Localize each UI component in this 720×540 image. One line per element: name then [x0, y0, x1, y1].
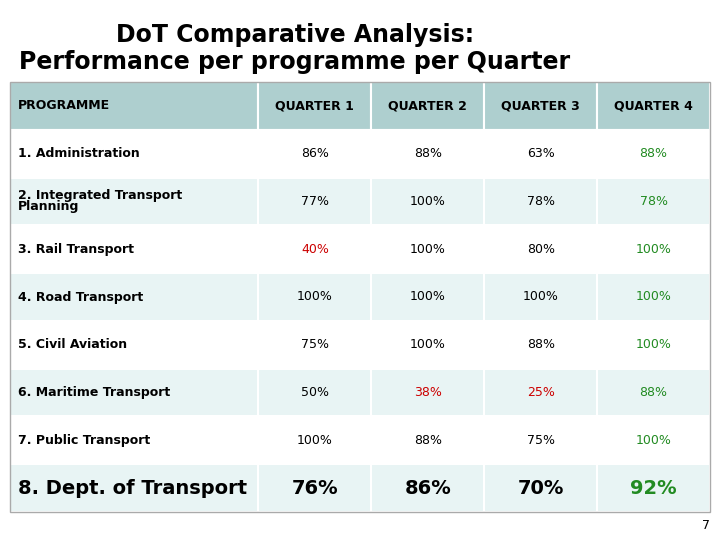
Bar: [597, 416, 710, 464]
Bar: [484, 321, 597, 369]
Text: 38%: 38%: [414, 386, 441, 399]
Bar: [484, 416, 597, 464]
Text: 75%: 75%: [301, 338, 329, 352]
Text: 100%: 100%: [636, 434, 672, 447]
Bar: [258, 273, 372, 321]
Bar: [372, 416, 484, 464]
Text: 40%: 40%: [301, 242, 329, 256]
Bar: [10, 178, 258, 225]
Text: 88%: 88%: [414, 434, 442, 447]
Text: 76%: 76%: [292, 478, 338, 498]
Bar: [597, 178, 710, 225]
Bar: [372, 130, 484, 178]
Text: 100%: 100%: [636, 291, 672, 303]
Bar: [258, 416, 372, 464]
Bar: [258, 464, 372, 512]
Bar: [10, 82, 258, 130]
Text: 88%: 88%: [639, 147, 667, 160]
Bar: [258, 82, 372, 130]
Text: 2. Integrated Transport: 2. Integrated Transport: [18, 190, 182, 202]
Bar: [597, 273, 710, 321]
Bar: [10, 225, 258, 273]
Bar: [372, 464, 484, 512]
Text: Planning: Planning: [18, 200, 79, 213]
Text: 100%: 100%: [297, 291, 333, 303]
Bar: [10, 416, 258, 464]
Bar: [597, 321, 710, 369]
Text: DoT Comparative Analysis:: DoT Comparative Analysis:: [116, 23, 474, 47]
Bar: [258, 369, 372, 416]
Bar: [484, 82, 597, 130]
Text: 8. Dept. of Transport: 8. Dept. of Transport: [18, 478, 247, 498]
Text: 1. Administration: 1. Administration: [18, 147, 140, 160]
Bar: [597, 130, 710, 178]
Bar: [597, 464, 710, 512]
Bar: [10, 321, 258, 369]
Text: 88%: 88%: [414, 147, 442, 160]
Text: 100%: 100%: [636, 338, 672, 352]
Bar: [372, 82, 484, 130]
Text: 7. Public Transport: 7. Public Transport: [18, 434, 150, 447]
Bar: [10, 82, 710, 512]
Bar: [484, 464, 597, 512]
Bar: [484, 130, 597, 178]
Bar: [597, 369, 710, 416]
Text: 4. Road Transport: 4. Road Transport: [18, 291, 143, 303]
Bar: [597, 225, 710, 273]
Text: 6. Maritime Transport: 6. Maritime Transport: [18, 386, 170, 399]
Text: 88%: 88%: [639, 386, 667, 399]
Text: 5. Civil Aviation: 5. Civil Aviation: [18, 338, 127, 352]
Bar: [258, 130, 372, 178]
Text: 100%: 100%: [410, 242, 446, 256]
Text: 63%: 63%: [527, 147, 554, 160]
Bar: [10, 273, 258, 321]
Text: 3. Rail Transport: 3. Rail Transport: [18, 242, 134, 256]
Text: QUARTER 1: QUARTER 1: [276, 99, 354, 112]
Text: PROGRAMME: PROGRAMME: [18, 99, 110, 112]
Text: 100%: 100%: [297, 434, 333, 447]
Bar: [258, 321, 372, 369]
Text: 80%: 80%: [526, 242, 554, 256]
Text: 78%: 78%: [526, 195, 554, 208]
Bar: [372, 321, 484, 369]
Bar: [258, 225, 372, 273]
Text: QUARTER 3: QUARTER 3: [501, 99, 580, 112]
Bar: [484, 369, 597, 416]
Text: 50%: 50%: [301, 386, 329, 399]
Text: 77%: 77%: [301, 195, 329, 208]
Bar: [484, 178, 597, 225]
Text: QUARTER 2: QUARTER 2: [388, 99, 467, 112]
Bar: [484, 273, 597, 321]
Bar: [258, 178, 372, 225]
Text: 70%: 70%: [518, 478, 564, 498]
Text: Performance per programme per Quarter: Performance per programme per Quarter: [19, 50, 570, 74]
Bar: [372, 273, 484, 321]
Bar: [372, 225, 484, 273]
Bar: [372, 178, 484, 225]
Text: QUARTER 4: QUARTER 4: [614, 99, 693, 112]
Bar: [10, 464, 258, 512]
Bar: [10, 369, 258, 416]
Text: 100%: 100%: [410, 195, 446, 208]
Bar: [597, 82, 710, 130]
Bar: [484, 225, 597, 273]
Bar: [372, 369, 484, 416]
Text: 86%: 86%: [405, 478, 451, 498]
Text: 88%: 88%: [526, 338, 554, 352]
Text: 75%: 75%: [526, 434, 554, 447]
Text: 86%: 86%: [301, 147, 329, 160]
Text: 100%: 100%: [636, 242, 672, 256]
Text: 25%: 25%: [527, 386, 554, 399]
Text: 100%: 100%: [523, 291, 559, 303]
Text: 7: 7: [702, 519, 710, 532]
Text: 92%: 92%: [630, 478, 677, 498]
Text: 100%: 100%: [410, 338, 446, 352]
Text: 78%: 78%: [639, 195, 667, 208]
Bar: [10, 130, 258, 178]
Text: 100%: 100%: [410, 291, 446, 303]
